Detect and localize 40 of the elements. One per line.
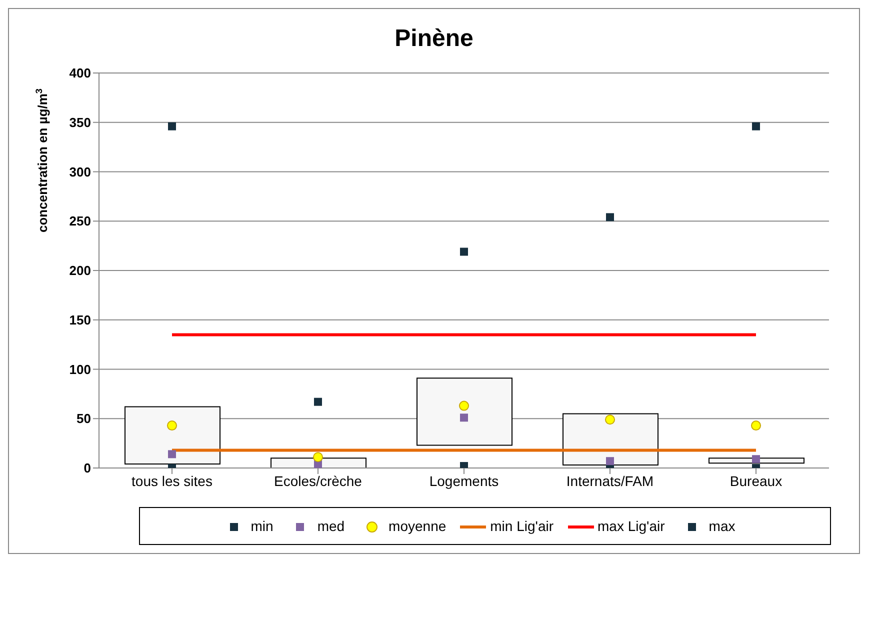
bar: [562, 413, 658, 466]
point: [314, 398, 322, 406]
legend-label: max Lig'air: [596, 518, 665, 534]
bar: [270, 458, 366, 468]
x-tick-label: Internats/FAM: [566, 472, 654, 489]
y-tick-label: 300: [69, 164, 91, 180]
y-tick-label: 50: [76, 411, 91, 426]
point: [604, 414, 616, 425]
y-tick-label: 200: [69, 263, 91, 278]
point: [460, 248, 468, 256]
point: [168, 122, 176, 130]
legend-label: max: [708, 518, 736, 534]
point: [752, 455, 760, 464]
y-tick-label: 250: [69, 214, 91, 229]
x-tick-label: Bureaux: [730, 472, 782, 489]
legend-label: min: [250, 518, 274, 534]
point: [312, 452, 324, 462]
bar: [416, 378, 512, 446]
y-tick-label: 400: [69, 66, 91, 81]
point: [752, 122, 760, 130]
y-tick-label: 0: [84, 460, 91, 476]
point: [606, 457, 614, 466]
x-tick-label: Logements: [429, 472, 499, 489]
legend-label: med: [316, 518, 345, 534]
point: [606, 213, 614, 222]
point: [168, 450, 176, 458]
point: [166, 420, 178, 431]
x-tick-label: tous les sites: [132, 472, 212, 489]
bar: [124, 406, 220, 465]
point: [750, 420, 762, 431]
bar: [708, 458, 804, 464]
x-tick-label: Ecoles/crèche: [274, 472, 362, 489]
y-tick-label: 100: [69, 362, 91, 377]
point: [458, 400, 470, 411]
y-tick-label: 350: [69, 114, 91, 130]
y-tick-label: 150: [69, 312, 91, 328]
chart-title: Pinène: [394, 25, 474, 53]
legend-label: moyenne: [388, 518, 446, 534]
point: [460, 414, 468, 422]
legend-label: min Lig'air: [489, 518, 554, 534]
